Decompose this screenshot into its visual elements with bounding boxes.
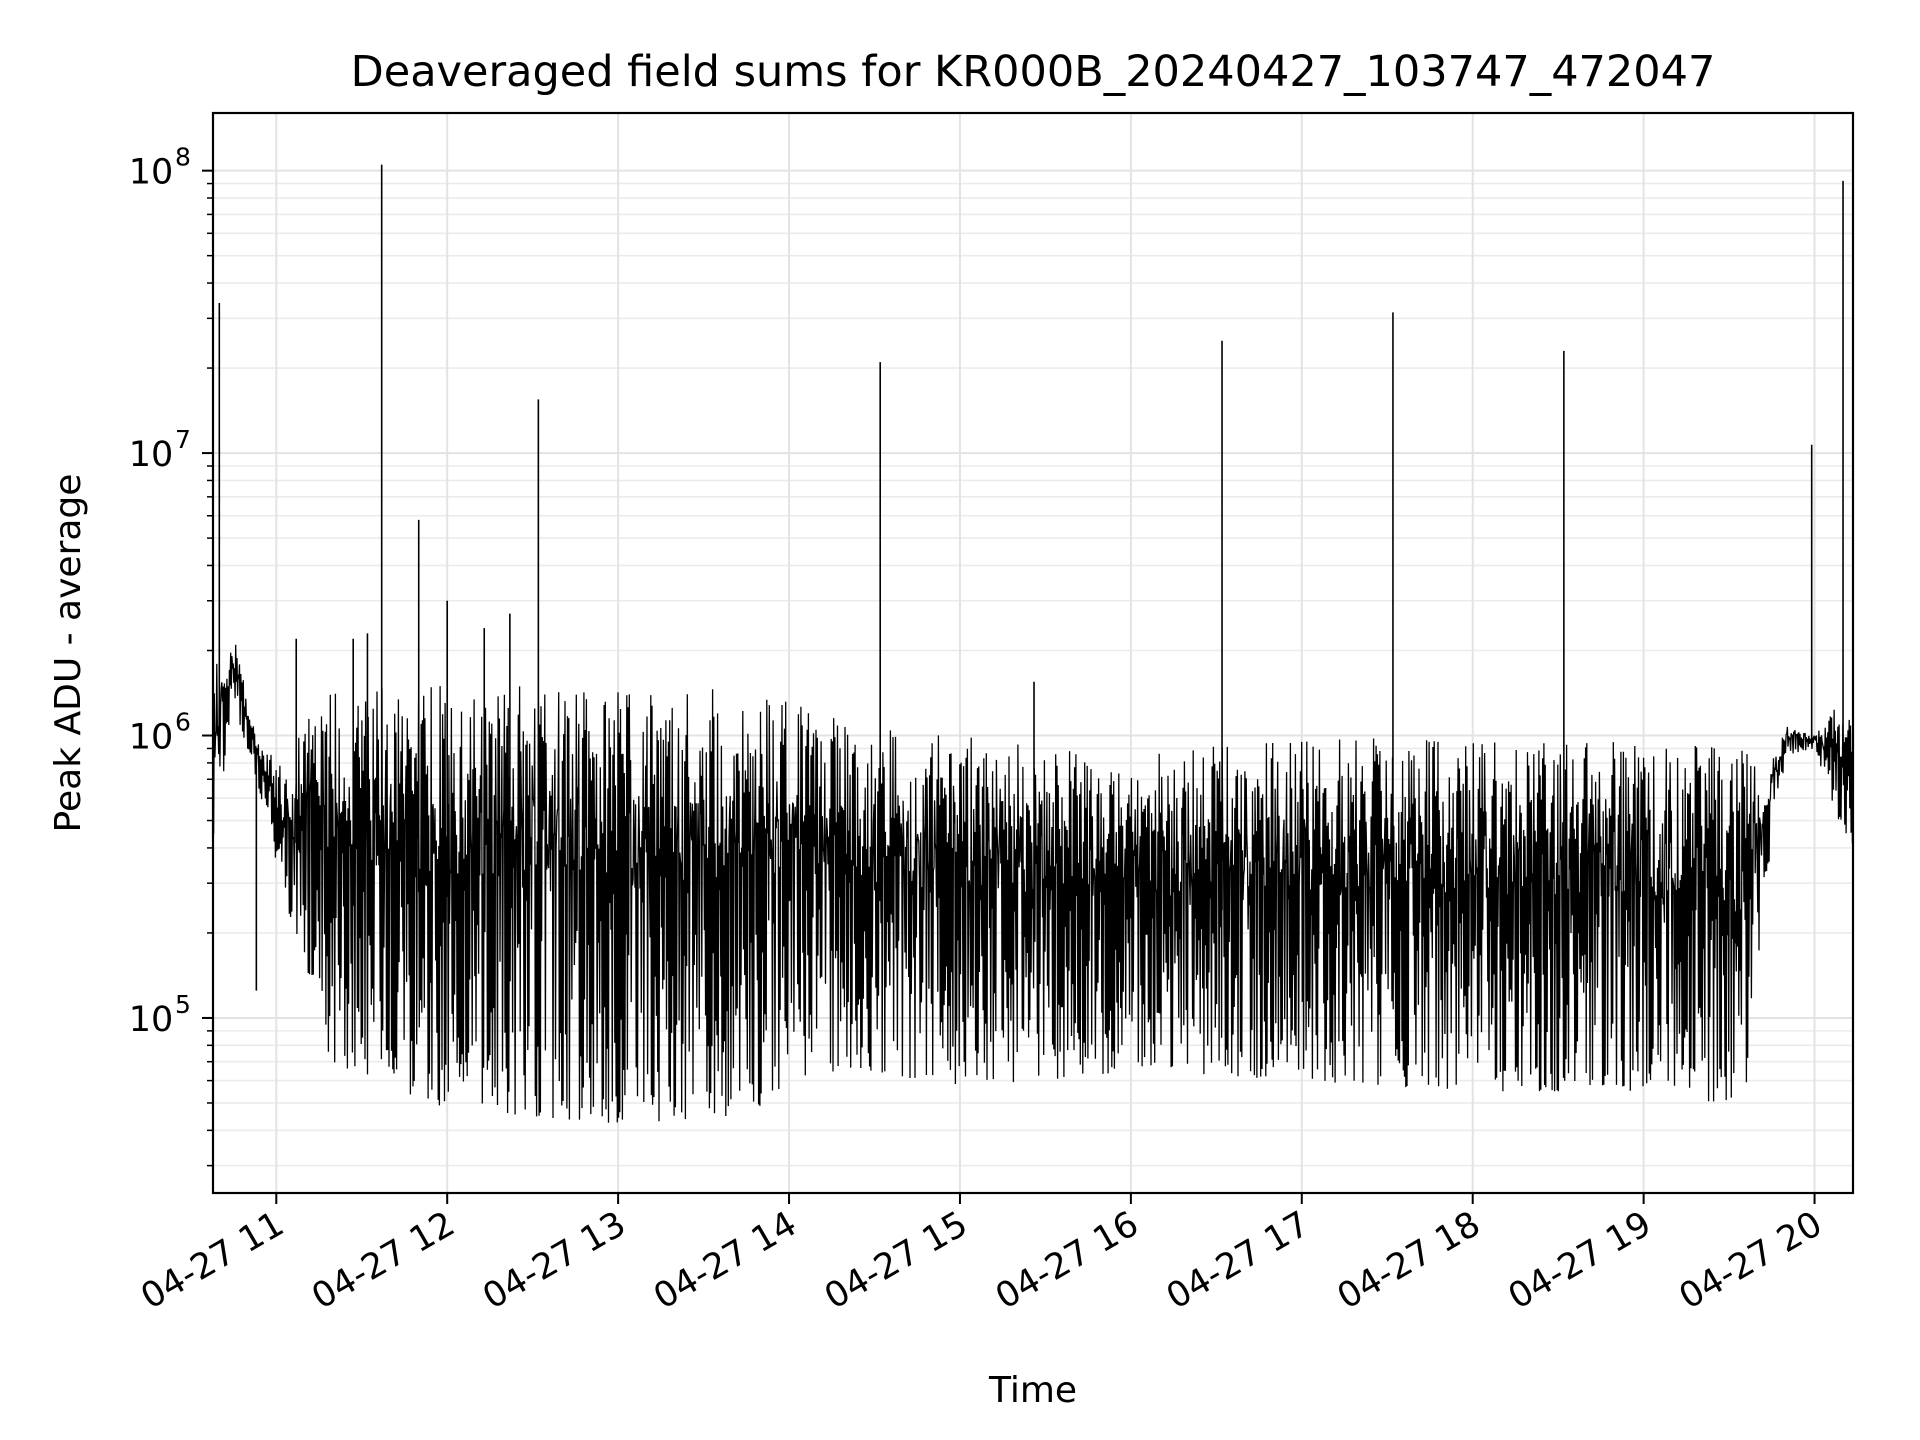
spike-layer (218, 164, 1844, 991)
y-tick-exponent: 6 (175, 708, 191, 737)
x-axis-label: Time (988, 1370, 1077, 1411)
y-tick-exponent: 5 (175, 990, 191, 1019)
y-tick-label: 10 (129, 1000, 174, 1040)
y-axis-label: Peak ADU - average (48, 474, 89, 833)
series-line (212, 644, 1854, 1123)
plot-area-frame (211, 111, 1855, 1195)
y-tick-exponent: 8 (175, 143, 191, 172)
data-layer (212, 644, 1854, 1123)
chart-title: Deaveraged field sums for KR000B_2024042… (351, 47, 1716, 97)
y-tick-exponent: 7 (175, 425, 191, 454)
y-tick-label: 10 (129, 153, 174, 193)
y-tick-label: 10 (129, 718, 174, 758)
y-tick-label: 10 (129, 435, 174, 475)
